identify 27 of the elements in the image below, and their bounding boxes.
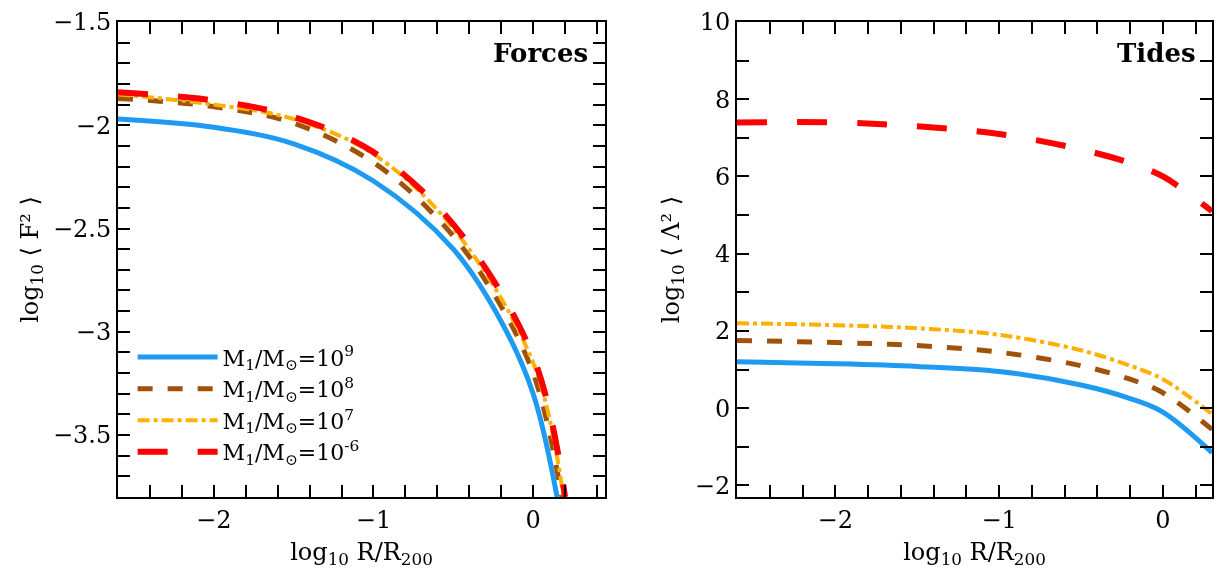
annotation: Forces [493,38,589,68]
line-series [737,321,1212,416]
legend-label: M$_{1}$/M$_{⊙}$=10$^{7}$ [222,405,355,438]
y-tick-label: −1.5 [52,8,112,37]
x-tick-label: 0 [525,505,541,534]
x-tick-label: −1 [981,505,1017,534]
x-axis-title: log$_{10}$ R/R$_{200}$ [903,537,1046,569]
x-tick-label: −2 [817,505,853,534]
legend-label: M$_{1}$/M$_{⊙}$=10$^{9}$ [222,342,355,375]
y-tick-label: −3.5 [52,421,112,450]
y-tick-label: 2 [714,317,731,346]
annotation: Tides [1117,38,1196,68]
y-tick-label: −2.5 [52,214,112,243]
legend-label: M$_{1}$/M$_{⊙}$=10$^{-6}$ [222,437,360,470]
x-tick-label: −2 [196,505,232,534]
x-tick-label: 0 [1155,505,1171,534]
y-tick-label: 0 [714,394,731,423]
y-tick-label: 10 [699,8,731,37]
legend-label: M$_{1}$/M$_{⊙}$=10$^{8}$ [222,373,355,406]
x-axis-title: log$_{10}$ R/R$_{200}$ [290,537,433,569]
y-tick-label: 4 [714,240,731,269]
y-tick-label: −3 [75,318,112,347]
y-tick-label: −2 [694,471,731,500]
y-tick-label: 8 [714,85,731,114]
x-tick-label: −1 [355,505,392,534]
y-tick-label: 6 [714,162,731,191]
y-tick-label: −2 [75,111,112,140]
